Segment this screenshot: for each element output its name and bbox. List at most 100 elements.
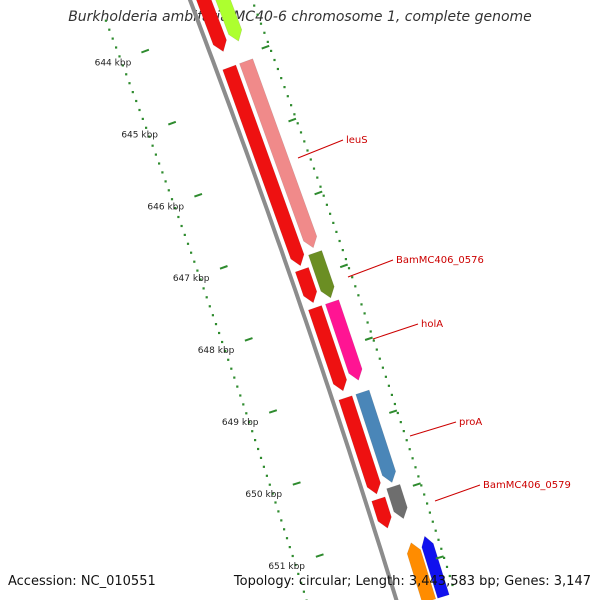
- gc-content-dot-track: [104, 4, 454, 600]
- gc-dot-inner: [218, 331, 221, 335]
- gc-dot-inner: [242, 403, 245, 406]
- gc-dot-outer: [399, 421, 402, 424]
- gc-dot-outer: [316, 176, 319, 179]
- gc-dot-outer: [306, 149, 309, 152]
- gc-dot-inner: [297, 572, 300, 575]
- gc-dot-inner: [193, 260, 196, 263]
- gc-dot-outer: [347, 267, 351, 270]
- gc-dot-outer: [384, 375, 387, 378]
- gc-dot-outer: [396, 411, 399, 415]
- gene-label-leader: [409, 421, 457, 437]
- gc-dot-outer: [405, 439, 408, 442]
- tick-label: 651 kbp: [268, 562, 305, 572]
- gc-dot-inner: [300, 581, 303, 584]
- backbone-layer: [187, 0, 399, 600]
- gc-dot-inner: [224, 349, 227, 352]
- gc-dot-outer: [437, 538, 440, 541]
- gc-dot-inner: [131, 91, 134, 94]
- topology-text: Topology: circular; Length: 3,443,583 bp…: [233, 574, 591, 589]
- tick-layer: 644 kbp 645 kbp 646 kbp 647 kbp 648 kbp 649 k…: [95, 44, 444, 572]
- tick-mark-inner: [194, 192, 203, 198]
- gc-dot-inner: [158, 162, 161, 165]
- gc-dot-outer: [253, 4, 256, 7]
- gc-dot-outer: [357, 294, 360, 297]
- gc-dot-outer: [360, 303, 363, 306]
- gc-dot-outer: [354, 285, 357, 288]
- tick-mark-inner: [292, 481, 301, 486]
- gc-dot-inner: [125, 73, 128, 76]
- gc-dot-outer: [440, 547, 443, 550]
- genes-layer: [196, 0, 450, 600]
- gc-dot-inner: [274, 501, 277, 504]
- gc-dot-inner: [151, 144, 154, 147]
- tick-label: 645 kbp: [121, 130, 158, 140]
- gc-dot-inner: [236, 385, 239, 388]
- gc-dot-outer: [381, 366, 384, 369]
- gc-dot-inner: [254, 439, 257, 442]
- gc-dot-outer: [375, 348, 378, 351]
- gene-label-leader: [434, 484, 481, 502]
- gc-dot-inner: [211, 314, 214, 317]
- gc-dot-outer: [417, 475, 420, 478]
- tick-label: 650 kbp: [245, 490, 282, 500]
- tick-mark-outer: [288, 117, 297, 123]
- gene-label-leader: [347, 259, 394, 278]
- tick-mark-inner: [268, 409, 278, 414]
- gc-dot-inner: [202, 287, 205, 290]
- gc-dot-inner: [245, 412, 248, 415]
- gc-dot-inner: [288, 546, 291, 549]
- gc-dot-outer: [283, 86, 286, 89]
- gene-label-leader: [297, 139, 344, 159]
- gc-dot-inner: [283, 528, 286, 531]
- gene-proA: [355, 389, 397, 483]
- gc-dot-outer: [303, 140, 306, 143]
- gc-dot-outer: [325, 203, 328, 206]
- gc-dot-inner: [196, 269, 199, 272]
- gc-dot-inner: [135, 99, 138, 103]
- gc-dot-outer: [366, 321, 369, 324]
- gene-arrow-inner: [294, 267, 318, 304]
- gc-dot-inner: [277, 510, 280, 513]
- gc-dot-outer: [369, 330, 372, 333]
- tick-label: 644 kbp: [95, 58, 132, 68]
- gene-arrow-inner: [222, 64, 305, 267]
- gc-dot-inner: [111, 37, 114, 40]
- gc-dot-inner: [154, 153, 157, 156]
- gc-dot-inner: [145, 126, 148, 129]
- gc-dot-outer: [335, 230, 338, 233]
- tick-mark-outer: [339, 263, 349, 269]
- gc-dot-inner: [294, 563, 297, 567]
- tick-mark-outer: [261, 44, 270, 50]
- gene-BamMC406_0576: [308, 250, 335, 299]
- tick-mark-outer: [314, 190, 323, 196]
- gc-dot-inner: [121, 64, 124, 67]
- tick-mark-outer: [412, 482, 421, 487]
- gc-dot-outer: [299, 131, 303, 134]
- gc-dot-outer: [341, 249, 344, 252]
- gc-dot-inner: [302, 590, 305, 593]
- gene-label: holA: [421, 319, 443, 330]
- gc-dot-inner: [268, 483, 271, 486]
- gc-dot-inner: [104, 19, 107, 22]
- gc-dot-inner: [221, 340, 224, 344]
- gc-dot-outer: [338, 239, 341, 243]
- gc-dot-outer: [344, 258, 347, 261]
- gene-arrow-outer: [406, 542, 437, 600]
- gene-arrow-inner: [371, 496, 392, 529]
- gc-dot-inner: [259, 456, 263, 459]
- gc-dot-inner: [190, 251, 193, 254]
- tick-mark-outer: [388, 409, 398, 414]
- tick-mark-inner: [167, 120, 177, 126]
- tick-mark-inner: [141, 48, 150, 54]
- gc-dot-outer: [443, 556, 446, 559]
- gc-dot-inner: [291, 554, 294, 558]
- gc-dot-outer: [414, 466, 417, 469]
- tick-mark-inner: [315, 553, 324, 558]
- gc-dot-inner: [138, 108, 141, 112]
- gc-dot-inner: [199, 278, 202, 281]
- gc-dot-inner: [118, 55, 121, 58]
- tick-mark-outer: [364, 336, 373, 341]
- gc-dot-inner: [257, 447, 260, 451]
- gene-holA: [325, 299, 363, 381]
